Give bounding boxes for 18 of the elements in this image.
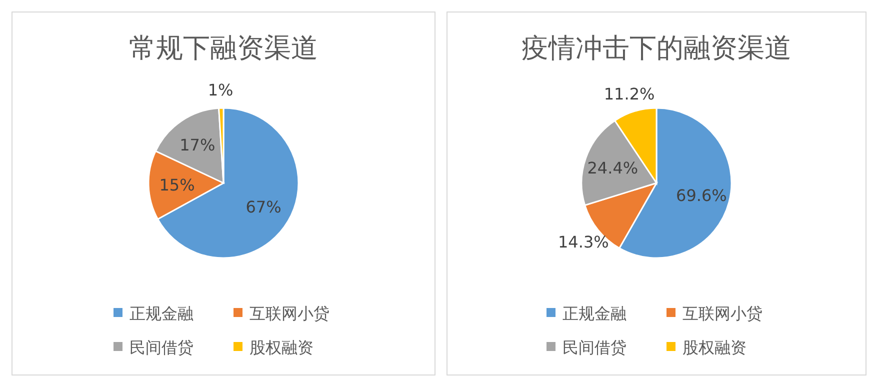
legend-label: 民间借贷 — [562, 338, 626, 357]
legend-label: 股权融资 — [250, 338, 314, 357]
data-label: 24.4% — [587, 158, 638, 178]
data-label: 1% — [208, 80, 234, 100]
legend-label: 正规金融 — [130, 304, 194, 323]
data-label: 11.2% — [604, 84, 655, 104]
legend-label: 民间借贷 — [130, 338, 194, 357]
legend-label: 股权融资 — [682, 338, 746, 357]
data-label: 67% — [246, 198, 282, 217]
legend-label: 正规金融 — [562, 304, 626, 323]
chart-title: 疫情冲击下的融资渠道 — [522, 33, 792, 64]
data-label: 17% — [180, 136, 216, 155]
legend-label: 互联网小贷 — [250, 304, 330, 323]
data-label: 69.6% — [676, 186, 727, 205]
legend-label: 互联网小贷 — [682, 304, 762, 323]
chart-title: 常规下融资渠道 — [129, 33, 318, 64]
data-label: 15% — [159, 175, 195, 194]
data-label: 14.3% — [558, 232, 609, 252]
